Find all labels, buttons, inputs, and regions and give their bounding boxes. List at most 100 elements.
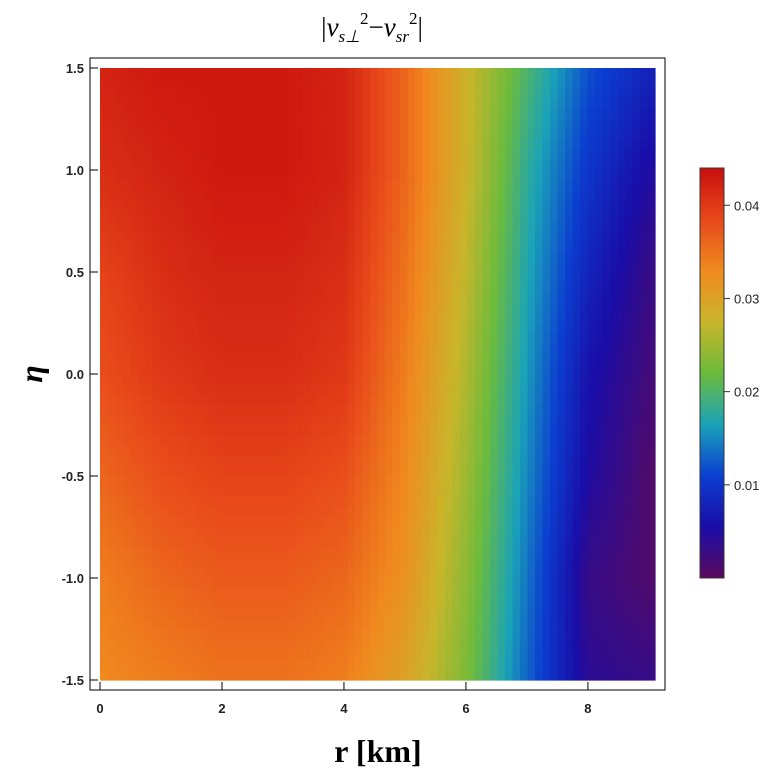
heatmap-cell — [467, 445, 476, 457]
heatmap-cell — [392, 374, 401, 385]
heatmap-cell — [272, 394, 281, 406]
heatmap-cell — [302, 425, 311, 436]
heatmap-cell — [647, 180, 656, 191]
heatmap-cell — [640, 476, 649, 487]
heatmap-cell — [115, 272, 124, 283]
heatmap-cell — [595, 129, 604, 140]
heatmap-cell — [287, 129, 296, 140]
heatmap-cell — [160, 639, 169, 650]
heatmap-cell — [467, 190, 476, 202]
heatmap-cell — [115, 486, 124, 497]
heatmap-cell — [242, 292, 251, 304]
heatmap-cell — [355, 567, 364, 579]
heatmap-cell — [220, 210, 229, 222]
heatmap-cell — [280, 312, 289, 324]
heatmap-cell — [377, 649, 386, 661]
heatmap-cell — [122, 282, 131, 293]
heatmap-cell — [460, 98, 469, 110]
heatmap-cell — [550, 251, 559, 263]
heatmap-cell — [160, 363, 169, 375]
heatmap-cell — [565, 527, 574, 538]
heatmap-cell — [452, 210, 461, 222]
heatmap-cell — [212, 129, 221, 140]
heatmap-cell — [220, 598, 229, 610]
heatmap-cell — [430, 190, 439, 202]
heatmap-cell — [625, 425, 634, 436]
heatmap-cell — [355, 272, 364, 283]
heatmap-cell — [550, 200, 559, 212]
heatmap-cell — [310, 302, 319, 314]
heatmap-cell — [512, 139, 521, 151]
heatmap-cell — [527, 414, 536, 426]
heatmap-cell — [632, 639, 641, 650]
heatmap-cell — [197, 669, 206, 681]
heatmap-cell — [355, 108, 364, 120]
heatmap-cell — [355, 78, 364, 89]
heatmap-cell — [475, 353, 484, 365]
heatmap-cell — [415, 180, 424, 191]
heatmap-cell — [190, 435, 199, 446]
heatmap-cell — [362, 537, 371, 548]
heatmap-cell — [325, 119, 334, 130]
heatmap-cell — [512, 384, 521, 395]
heatmap-cell — [242, 323, 251, 334]
heatmap-cell — [452, 251, 461, 263]
heatmap-cell — [557, 435, 566, 446]
heatmap-cell — [467, 374, 476, 385]
heatmap-cell — [430, 384, 439, 395]
heatmap-cell — [302, 261, 311, 273]
heatmap-cell — [160, 180, 169, 191]
heatmap-cell — [535, 302, 544, 314]
heatmap-cell — [617, 527, 626, 538]
heatmap-cell — [362, 496, 371, 508]
heatmap-cell — [265, 221, 274, 232]
heatmap-cell — [295, 435, 304, 446]
heatmap-cell — [490, 139, 499, 151]
heatmap-cell — [542, 312, 551, 324]
heatmap-cell — [617, 353, 626, 365]
heatmap-cell — [647, 455, 656, 467]
heatmap-cell — [317, 435, 326, 446]
heatmap-cell — [422, 221, 431, 232]
heatmap-cell — [430, 302, 439, 314]
heatmap-cell — [242, 159, 251, 171]
heatmap-cell — [647, 557, 656, 569]
heatmap-cell — [475, 170, 484, 181]
heatmap-cell — [415, 292, 424, 304]
heatmap-cell — [437, 312, 446, 324]
heatmap-cell — [235, 537, 244, 548]
heatmap-cell — [145, 200, 154, 212]
heatmap-cell — [640, 506, 649, 518]
heatmap-cell — [565, 292, 574, 304]
heatmap-cell — [377, 282, 386, 293]
heatmap-cell — [355, 210, 364, 222]
heatmap-cell — [467, 282, 476, 293]
heatmap-cell — [272, 374, 281, 385]
heatmap-cell — [505, 618, 514, 630]
heatmap-cell — [565, 537, 574, 548]
heatmap-cell — [265, 588, 274, 599]
heatmap-cell — [475, 159, 484, 171]
heatmap-cell — [595, 190, 604, 202]
heatmap-cell — [557, 578, 566, 589]
heatmap-cell — [497, 476, 506, 487]
heatmap-cell — [190, 618, 199, 630]
heatmap-cell — [640, 465, 649, 477]
heatmap-cell — [122, 261, 131, 273]
heatmap-cell — [302, 618, 311, 630]
heatmap-cell — [152, 608, 161, 620]
heatmap-cell — [362, 261, 371, 273]
heatmap-cell — [437, 618, 446, 630]
heatmap-cell — [497, 374, 506, 385]
heatmap-cell — [340, 139, 349, 151]
heatmap-cell — [265, 88, 274, 100]
heatmap-cell — [610, 180, 619, 191]
heatmap-cell — [550, 88, 559, 100]
heatmap-cell — [437, 496, 446, 508]
heatmap-cell — [310, 425, 319, 436]
heatmap-cell — [272, 476, 281, 487]
heatmap-cell — [415, 129, 424, 140]
heatmap-cell — [190, 476, 199, 487]
heatmap-cell — [407, 537, 416, 548]
heatmap-cell — [520, 231, 529, 242]
